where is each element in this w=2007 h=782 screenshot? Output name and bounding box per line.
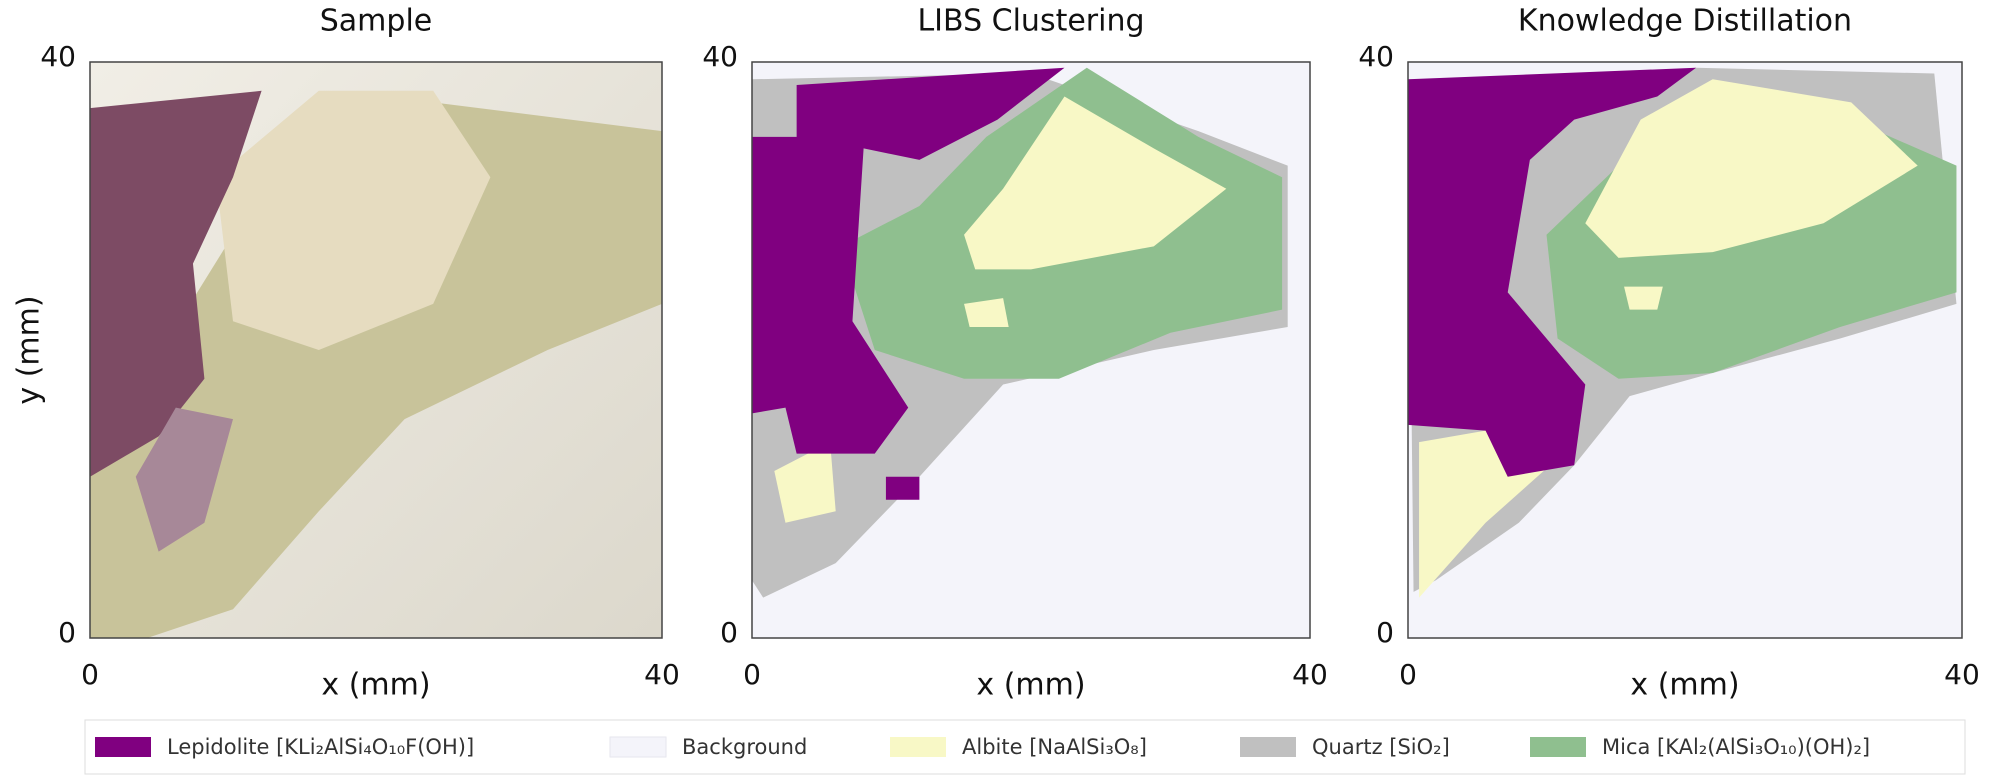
mineral-region: [885, 476, 920, 500]
legend-swatch: [890, 737, 946, 757]
photo-region: [90, 90, 262, 477]
y-axis-label: y (mm): [12, 295, 47, 404]
legend-label: Mica [KAl₂(AlSi₃O₁₀)(OH)₂]: [1602, 735, 1870, 759]
x-axis-label: x (mm): [321, 668, 430, 703]
legend-swatch: [609, 736, 667, 758]
y-tick-label: 40: [40, 40, 76, 73]
x-tick-label: 40: [1292, 658, 1328, 691]
legend-label: Background: [682, 735, 807, 759]
legend-label: Albite [NaAlSi₃O₈]: [962, 735, 1147, 759]
mineral-region: [1408, 67, 1697, 477]
legend-swatch: [95, 737, 151, 757]
mineral-region: [774, 442, 836, 523]
y-tick-label: 40: [702, 40, 738, 73]
photo-region: [135, 407, 233, 552]
mineral-region: [1585, 79, 1918, 258]
panel-title: LIBS Clustering: [917, 4, 1144, 39]
mineral-region: [1624, 286, 1663, 310]
plot-frame: [1407, 61, 1963, 639]
legend-label: Lepidolite [KLi₂AlSi₄O₁₀F(OH)]: [167, 735, 474, 759]
y-tick-label: 40: [1358, 40, 1394, 73]
mineral-region: [752, 67, 1065, 454]
x-tick-label: 0: [743, 658, 761, 691]
x-tick-label: 40: [644, 658, 680, 691]
legend-swatch: [1530, 737, 1586, 757]
x-tick-label: 0: [1399, 658, 1417, 691]
panel-title: Sample: [320, 4, 433, 39]
y-tick-label: 0: [720, 616, 738, 649]
legend-label: Quartz [SiO₂]: [1312, 735, 1450, 759]
mineral-region: [964, 298, 1009, 327]
x-tick-label: 40: [1944, 658, 1980, 691]
mineral-region: [964, 96, 1227, 270]
panel-title: Knowledge Distillation: [1518, 4, 1852, 39]
x-axis-label: x (mm): [976, 668, 1085, 703]
y-tick-label: 0: [58, 616, 76, 649]
y-tick-label: 0: [1376, 616, 1394, 649]
x-axis-label: x (mm): [1630, 668, 1739, 703]
plot-frame: [89, 61, 663, 639]
x-tick-label: 0: [81, 658, 99, 691]
plot-frame: [751, 61, 1311, 639]
photo-region: [215, 90, 491, 351]
legend-box: [84, 719, 1966, 775]
legend-swatch: [1240, 737, 1296, 757]
